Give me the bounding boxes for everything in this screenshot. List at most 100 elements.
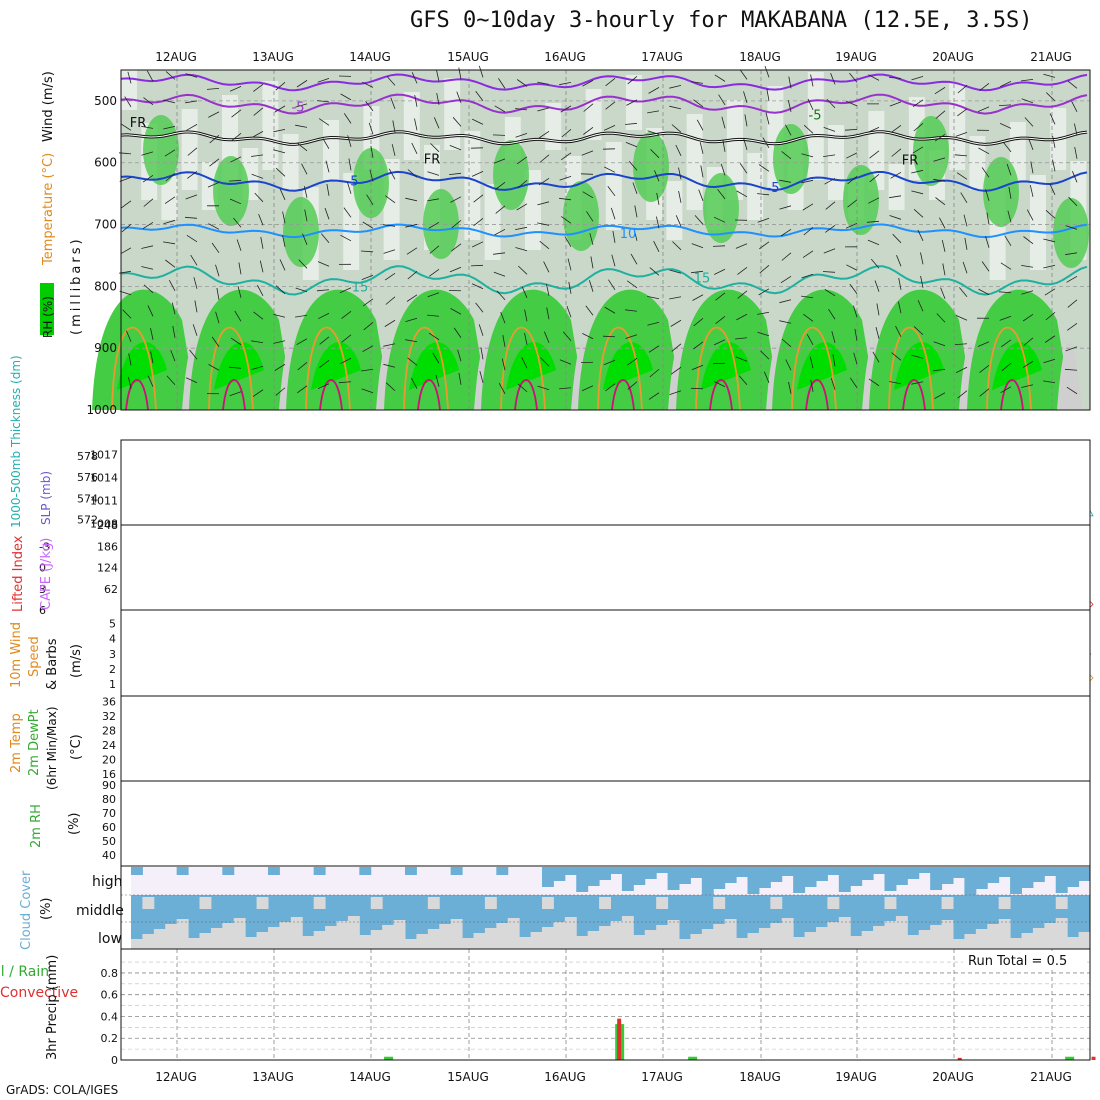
temp-contour-20 xyxy=(500,326,546,411)
wind-barb xyxy=(260,236,264,249)
wind-barb xyxy=(236,239,242,251)
wind-barb xyxy=(390,97,396,109)
rh-dry-patch xyxy=(1030,175,1046,270)
wind-barb xyxy=(581,150,594,156)
wind-barb xyxy=(559,175,572,181)
wind-barb xyxy=(999,315,1012,321)
wind-barb xyxy=(920,252,924,265)
wind-barb xyxy=(1045,311,1056,321)
cloud-high-cell xyxy=(621,867,634,891)
wind-barb xyxy=(1066,386,1078,395)
temp-contour-25 xyxy=(805,379,829,411)
pressure-tick: 500 xyxy=(94,94,117,108)
cloud-mid-cell xyxy=(427,897,440,909)
wind-barb xyxy=(231,133,242,142)
wind-barb xyxy=(163,99,176,104)
cloud-high-cell xyxy=(679,867,691,884)
wind-barb xyxy=(807,98,814,111)
rh-midlevel-region xyxy=(423,189,459,259)
rh-midlevel-region xyxy=(633,132,669,202)
wind-barb xyxy=(471,170,484,177)
p5-u-label: (°C) xyxy=(69,734,84,760)
wind-barb xyxy=(253,84,264,92)
cloud-mid-cell xyxy=(827,897,840,909)
wind-barb xyxy=(383,224,396,227)
wind-barb xyxy=(826,98,836,109)
cloud-high-cell xyxy=(827,867,840,875)
wind-barb xyxy=(338,381,352,384)
wind-barb xyxy=(296,338,308,346)
wind-barb xyxy=(589,280,594,292)
cloud-low-cell xyxy=(633,935,646,949)
wind-barb xyxy=(347,135,352,147)
wind-barb xyxy=(275,82,286,91)
wind-barb xyxy=(257,285,264,296)
wind-barb xyxy=(544,331,550,343)
wind-barb xyxy=(475,91,484,102)
wind-barb xyxy=(866,220,880,223)
wind-barb xyxy=(978,147,990,155)
slp-tick: 1014 xyxy=(90,472,118,485)
wind-barb xyxy=(847,176,858,185)
wind-barb xyxy=(912,99,924,108)
wind-barb xyxy=(1064,368,1078,371)
wind-barb xyxy=(582,191,594,199)
wind-barb xyxy=(429,245,440,254)
cloud-low-cell xyxy=(222,923,235,949)
wind-barb xyxy=(193,277,198,289)
wind-barb xyxy=(279,188,286,200)
cloud-high-cell xyxy=(918,867,931,873)
wind-barb xyxy=(361,388,374,394)
cloud-low-cell xyxy=(644,930,657,949)
wind-barb xyxy=(810,74,814,87)
wind-barb xyxy=(406,294,418,302)
wind-barb xyxy=(185,100,198,104)
cloud-high-cell xyxy=(907,867,920,879)
wind-barb xyxy=(590,256,594,269)
wind-barb xyxy=(190,254,198,266)
wind-barb xyxy=(954,343,968,345)
wind-barb xyxy=(670,366,682,375)
thickness-tick: 572 xyxy=(77,514,98,527)
wind-barb xyxy=(185,194,198,200)
wind-barb xyxy=(669,105,682,110)
wind-barb xyxy=(986,212,990,225)
cloud-high-cell xyxy=(964,867,977,895)
wind-barb xyxy=(736,190,748,198)
wind-barb xyxy=(632,182,638,194)
temp-contour-20 xyxy=(208,326,254,411)
temp-contour-5 xyxy=(120,170,1088,192)
wind-barb xyxy=(229,391,242,397)
wind-barb xyxy=(238,262,242,275)
wind-barb xyxy=(457,349,462,362)
wind-barb xyxy=(626,357,638,366)
cloud-low-cell xyxy=(256,932,269,949)
cloud-low-cell xyxy=(736,938,748,949)
wind-barb xyxy=(405,223,418,228)
wind-barb xyxy=(524,309,528,322)
wind-tick: 2 xyxy=(109,663,116,676)
cloud-high-cell xyxy=(268,867,280,875)
wind-barb xyxy=(168,280,176,291)
wind-barb xyxy=(1022,313,1034,322)
wind-barb xyxy=(691,243,704,249)
wind-barb xyxy=(672,241,682,251)
wind-barb xyxy=(317,383,330,389)
wind-barb xyxy=(956,172,968,180)
wind-barb xyxy=(762,137,770,149)
wind-barb xyxy=(981,261,990,272)
wind-barb xyxy=(517,383,528,393)
wind-barb xyxy=(411,377,418,389)
rh-midlevel-region xyxy=(773,124,809,194)
cloud-high-cell xyxy=(542,867,554,887)
precip-total-bar xyxy=(384,1056,394,1060)
wind-barb xyxy=(781,252,792,261)
precip-convective-bar xyxy=(617,1018,622,1060)
wind-barb xyxy=(501,358,506,371)
wind-barb xyxy=(1052,136,1056,148)
wind-barb xyxy=(1030,161,1034,174)
wind-barb xyxy=(1026,209,1034,221)
cloud-high-cell xyxy=(953,867,965,878)
wind-barb xyxy=(713,339,726,346)
rh-midlevel-region xyxy=(213,156,249,226)
